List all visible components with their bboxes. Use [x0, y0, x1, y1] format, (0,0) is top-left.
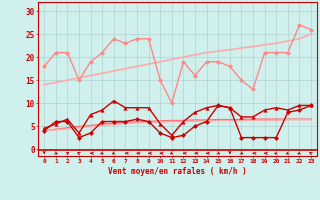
X-axis label: Vent moyen/en rafales ( km/h ): Vent moyen/en rafales ( km/h ) — [108, 167, 247, 176]
